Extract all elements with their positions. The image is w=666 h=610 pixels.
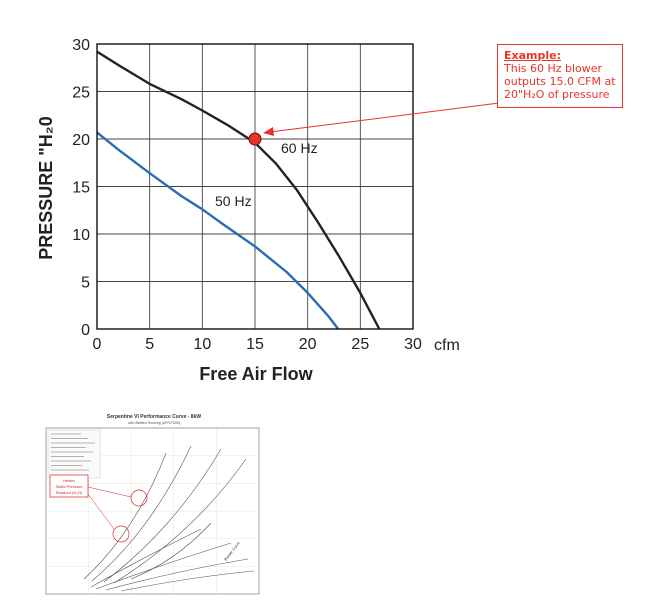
thumbnail-callout-circle-1 [130, 489, 148, 507]
y-tick-label: 30 [72, 37, 90, 54]
series-line-60-hz [96, 50, 381, 330]
pressure-flow-chart: 0 5 10 15 20 25 30 0 5 10 15 20 25 30 cfm Free Air F… [36, 37, 500, 384]
callout-arrowhead [263, 127, 274, 136]
y-tick-label: 10 [72, 227, 90, 244]
y-tick-label: 20 [72, 132, 90, 149]
thumbnail-curve [120, 570, 255, 592]
y-tick-label: 0 [81, 322, 90, 339]
thumbnail-curve [130, 522, 212, 580]
thumbnail-callout-line-1: Heater [63, 478, 76, 483]
y-tick-labels: 0 5 10 15 20 25 30 [72, 37, 90, 339]
thumbnail-curve [95, 542, 232, 590]
y-tick-label: 25 [72, 85, 90, 102]
x-axis-label: Free Air Flow [199, 364, 313, 384]
plot-frame [96, 43, 414, 330]
thumbnail-callout-line-3: Readout (H₂O) [56, 490, 83, 495]
x-tick-label: 20 [299, 336, 317, 353]
callout-line-2: outputs 15.0 CFM at [504, 75, 616, 88]
x-tick-labels: 0 5 10 15 20 25 30 [93, 336, 422, 353]
y-tick-label: 5 [81, 275, 90, 292]
thumbnail-callout-arrow-2 [87, 493, 115, 530]
thumbnail-curves [83, 445, 255, 592]
thumbnail-curve [103, 448, 222, 583]
thumbnail-legend-box [47, 429, 101, 479]
thumbnail-curve [105, 558, 249, 591]
x-tick-label: 15 [246, 336, 264, 353]
x-tick-label: 5 [145, 336, 154, 353]
x-tick-label: 0 [93, 336, 102, 353]
thumbnail-callout-box [49, 474, 89, 498]
thumbnail-legend-text-lines [51, 433, 95, 471]
highlight-point [248, 132, 262, 146]
thumbnail-callout-circle-2 [112, 525, 130, 543]
thumbnail-curve [90, 528, 202, 588]
y-axis-label: PRESSURE "H₂0 [36, 116, 56, 260]
y-tick-label: 15 [72, 180, 90, 197]
series-line-50-hz [96, 131, 340, 330]
x-tick-label: 30 [404, 336, 422, 353]
series-label-50hz: 50 Hz [215, 193, 252, 209]
example-callout: Example: This 60 Hz blower outputs 15.0 … [497, 44, 623, 108]
x-unit-label: cfm [434, 337, 460, 354]
series-label-60hz: 60 Hz [281, 140, 318, 156]
callout-title: Example: [504, 49, 561, 62]
series-lines [96, 50, 381, 330]
callout-line-1: This 60 Hz blower [504, 62, 603, 75]
thumbnail-curve [83, 452, 167, 580]
thumbnail-curve [113, 458, 247, 584]
performance-curve-thumbnail: Serpentine VI Performance Curve - 8kW wi… [26, 411, 274, 603]
thumbnail-subtitle: with Baffled Housing (#P/S7508) [128, 421, 180, 425]
x-tick-label: 10 [193, 336, 211, 353]
thumbnail-callout-line-2: Static Pressure [55, 484, 83, 489]
thumbnail-curve [91, 445, 192, 582]
callout-line-3: 20"H₂O of pressure [504, 88, 610, 101]
thumbnail-callout-arrow-1 [87, 486, 132, 498]
callout-arrow [269, 102, 500, 133]
x-tick-label: 25 [351, 336, 369, 353]
thumbnail-title: Serpentine VI Performance Curve - 8kW [107, 414, 201, 420]
